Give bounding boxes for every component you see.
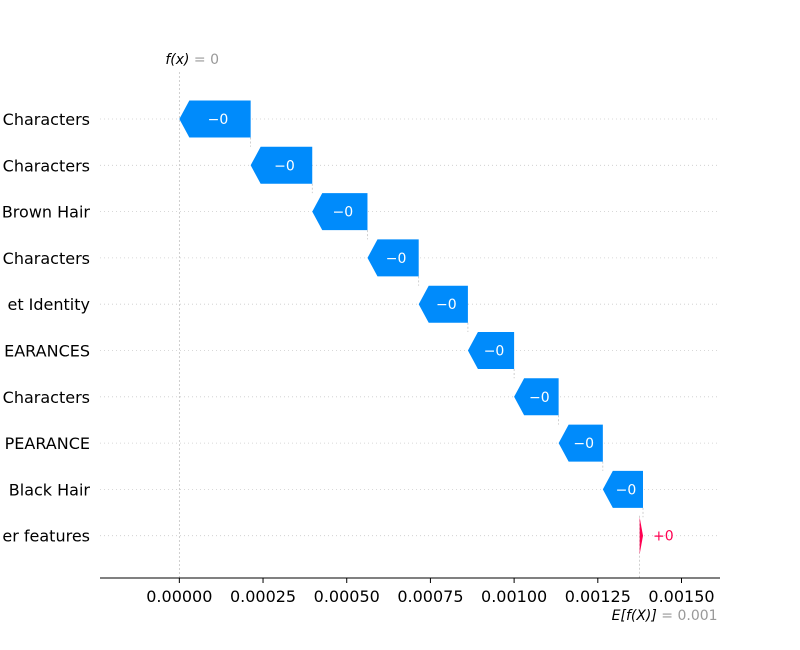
x-tick-label: 0.00050 — [314, 587, 380, 606]
x-tick-label: 0.00150 — [648, 587, 714, 606]
feature-label: Black Hair — [9, 480, 91, 499]
bars: −0 −0 −0 −0 −0 −0 −0 −0 −0 +0 — [179, 100, 674, 555]
feature-label: er features — [2, 527, 90, 546]
waterfall-bar — [367, 239, 419, 277]
x-tick-label: 0.00125 — [565, 587, 631, 606]
x-tick-label: 0.00000 — [146, 587, 212, 606]
waterfall-bar — [312, 193, 368, 231]
fx-value: = 0 — [189, 52, 219, 68]
efx-value: = 0.001 — [657, 608, 718, 624]
fx-label: f(x) = 0 — [165, 52, 219, 68]
feature-label: Characters — [3, 156, 90, 175]
waterfall-bar — [602, 470, 644, 508]
feature-label: Characters — [3, 110, 90, 129]
bar-value-label: −0 — [616, 482, 637, 498]
waterfall-bar — [639, 517, 644, 555]
efx-label: E[f(X)] = 0.001 — [612, 608, 718, 624]
waterfall-bar — [558, 424, 603, 462]
bar-value-label: −0 — [573, 436, 594, 452]
feature-label: Characters — [3, 249, 90, 268]
bar-value-label: −0 — [386, 251, 407, 267]
feature-labels: Characters Characters Brown Hair Characters… — [2, 110, 91, 546]
x-axis: 0.00000 0.00025 0.00050 0.00075 0.00100 0.001… — [100, 577, 720, 606]
feature-label: EARANCES — [4, 342, 90, 361]
waterfall-bar — [467, 332, 515, 369]
fx-name: f(x) — [165, 52, 189, 68]
x-tick-label: 0.00075 — [397, 587, 463, 606]
waterfall-bar — [514, 378, 559, 416]
feature-label: Brown Hair — [2, 203, 91, 222]
feature-label: Characters — [3, 388, 90, 407]
waterfall-bar — [179, 100, 251, 138]
waterfall-bar — [250, 146, 313, 184]
bar-value-label: −0 — [529, 390, 550, 406]
bar-value-label: −0 — [484, 344, 505, 360]
waterfall-bar — [418, 285, 468, 323]
bar-value-label: −0 — [274, 158, 295, 174]
bar-value-label: −0 — [436, 297, 457, 313]
x-tick-label: 0.00025 — [230, 587, 296, 606]
bar-value-label: −0 — [208, 112, 229, 128]
efx-name: E[f(X)] — [612, 608, 657, 624]
feature-label: PEARANCE — [5, 434, 90, 453]
reference-lines — [178, 72, 644, 578]
row-gridlines — [100, 118, 720, 537]
x-tick-label: 0.00100 — [481, 587, 547, 606]
bar-value-label: −0 — [333, 205, 354, 221]
bar-value-label: +0 — [653, 529, 674, 545]
feature-label: et Identity — [7, 295, 90, 314]
